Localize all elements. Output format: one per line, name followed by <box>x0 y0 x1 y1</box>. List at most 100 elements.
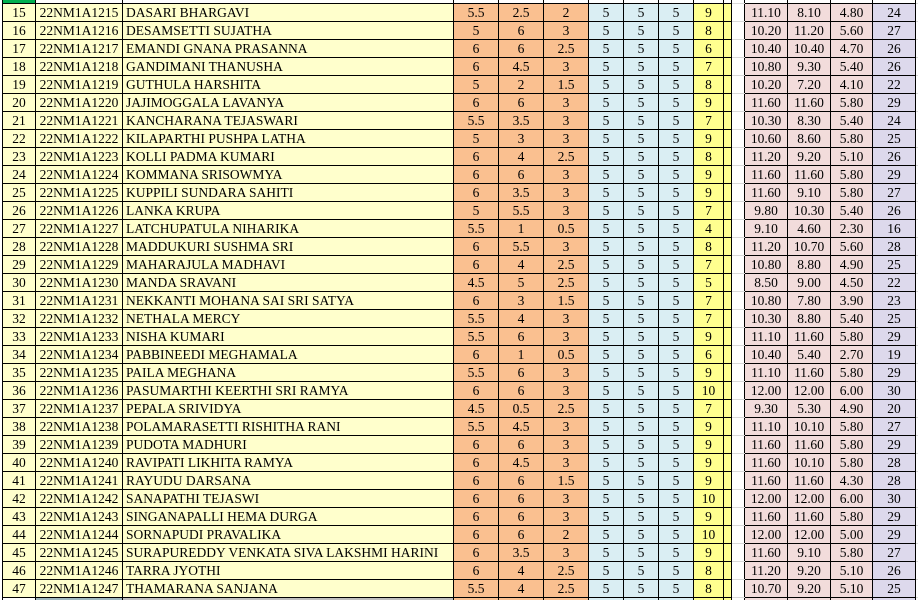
calc-1-cell[interactable]: 8.50 <box>744 273 788 292</box>
quiz-2-cell[interactable]: 5 <box>623 93 659 112</box>
calc-3-cell[interactable]: 4.80 <box>830 3 873 22</box>
student-id-cell[interactable]: 22NM1A1245 <box>35 543 123 562</box>
mark-2-cell[interactable]: 6 <box>498 381 544 400</box>
quiz-3-cell[interactable]: 5 <box>658 147 694 166</box>
score-10-cell[interactable]: 7 <box>693 309 724 328</box>
total-cell[interactable]: 28 <box>872 471 916 490</box>
quiz-1-cell[interactable]: 5 <box>588 111 624 130</box>
student-id-cell[interactable]: 22NM1A1241 <box>35 471 123 490</box>
calc-1-cell[interactable]: 11.10 <box>744 363 788 382</box>
quiz-1-cell[interactable]: 5 <box>588 471 624 490</box>
quiz-1-cell[interactable]: 5 <box>588 435 624 454</box>
mark-1-cell[interactable]: 6 <box>453 93 499 112</box>
quiz-3-cell[interactable]: 5 <box>658 237 694 256</box>
calc-1-cell[interactable]: 11.60 <box>744 165 788 184</box>
quiz-2-cell[interactable]: 5 <box>623 453 659 472</box>
serial-no-cell[interactable]: 42 <box>2 489 36 508</box>
student-id-cell[interactable]: 22NM1A1243 <box>35 507 123 526</box>
student-id-cell[interactable]: 22NM1A1217 <box>35 39 123 58</box>
student-id-cell[interactable]: 22NM1A1230 <box>35 273 123 292</box>
student-name-cell[interactable]: KOLLI PADMA KUMARI <box>122 147 454 166</box>
mark-1-cell[interactable]: 6 <box>453 345 499 364</box>
mark-2-cell[interactable]: 2.5 <box>498 3 544 22</box>
student-name-cell[interactable]: SURAPUREDDY VENKATA SIVA LAKSHMI HARINI <box>122 543 454 562</box>
serial-no-cell[interactable]: 22 <box>2 129 36 148</box>
calc-2-cell[interactable]: 9.10 <box>787 543 831 562</box>
serial-no-cell[interactable]: 39 <box>2 435 36 454</box>
mark-3-cell[interactable]: 3 <box>543 237 589 256</box>
total-cell[interactable]: 29 <box>872 507 916 526</box>
total-cell[interactable]: 25 <box>872 129 916 148</box>
mark-2-cell[interactable]: 6 <box>498 435 544 454</box>
quiz-2-cell[interactable]: 5 <box>623 471 659 490</box>
quiz-2-cell[interactable]: 5 <box>623 237 659 256</box>
calc-3-cell[interactable]: 5.40 <box>830 309 873 328</box>
quiz-1-cell[interactable]: 5 <box>588 327 624 346</box>
calc-3-cell[interactable]: 5.80 <box>830 327 873 346</box>
student-id-cell[interactable]: 22NM1A1219 <box>35 75 123 94</box>
total-cell[interactable]: 29 <box>872 363 916 382</box>
calc-3-cell[interactable]: 4.70 <box>830 39 873 58</box>
score-10-cell[interactable]: 9 <box>693 93 724 112</box>
mark-2-cell[interactable]: 4 <box>498 147 544 166</box>
quiz-1-cell[interactable]: 5 <box>588 237 624 256</box>
calc-1-cell[interactable]: 9.30 <box>744 399 788 418</box>
mark-1-cell[interactable]: 6 <box>453 165 499 184</box>
student-id-cell[interactable]: 22NM1A1224 <box>35 165 123 184</box>
quiz-1-cell[interactable]: 5 <box>588 363 624 382</box>
student-name-cell[interactable]: KANCHARANA TEJASWARI <box>122 111 454 130</box>
student-name-cell[interactable]: PABBINEEDI MEGHAMALA <box>122 345 454 364</box>
score-10-cell[interactable]: 8 <box>693 75 724 94</box>
serial-no-cell[interactable]: 35 <box>2 363 36 382</box>
quiz-2-cell[interactable]: 5 <box>623 255 659 274</box>
mark-1-cell[interactable]: 6 <box>453 471 499 490</box>
quiz-1-cell[interactable]: 5 <box>588 543 624 562</box>
student-name-cell[interactable]: POLAMARASETTI RISHITHA RANI <box>122 417 454 436</box>
score-10-cell[interactable]: 7 <box>693 57 724 76</box>
quiz-1-cell[interactable]: 5 <box>588 129 624 148</box>
serial-no-cell[interactable]: 23 <box>2 147 36 166</box>
quiz-2-cell[interactable]: 5 <box>623 417 659 436</box>
calc-3-cell[interactable]: 5.10 <box>830 579 873 598</box>
serial-no-cell[interactable]: 29 <box>2 255 36 274</box>
quiz-3-cell[interactable]: 5 <box>658 165 694 184</box>
mark-2-cell[interactable]: 6 <box>498 39 544 58</box>
mark-2-cell[interactable]: 4.5 <box>498 57 544 76</box>
quiz-1-cell[interactable]: 5 <box>588 165 624 184</box>
serial-no-cell[interactable]: 36 <box>2 381 36 400</box>
quiz-1-cell[interactable]: 5 <box>588 219 624 238</box>
calc-3-cell[interactable]: 4.10 <box>830 75 873 94</box>
serial-no-cell[interactable]: 37 <box>2 399 36 418</box>
calc-2-cell[interactable]: 9.10 <box>787 183 831 202</box>
score-10-cell[interactable]: 9 <box>693 165 724 184</box>
calc-1-cell[interactable]: 11.60 <box>744 453 788 472</box>
student-id-cell[interactable]: 22NM1A1229 <box>35 255 123 274</box>
calc-1-cell[interactable]: 11.60 <box>744 543 788 562</box>
mark-3-cell[interactable]: 3 <box>543 327 589 346</box>
student-name-cell[interactable]: RAYUDU DARSANA <box>122 471 454 490</box>
quiz-3-cell[interactable]: 5 <box>658 183 694 202</box>
student-id-cell[interactable]: 22NM1A1238 <box>35 417 123 436</box>
calc-1-cell[interactable]: 11.60 <box>744 507 788 526</box>
mark-2-cell[interactable]: 6 <box>498 507 544 526</box>
calc-2-cell[interactable]: 7.20 <box>787 75 831 94</box>
quiz-3-cell[interactable]: 5 <box>658 39 694 58</box>
score-10-cell[interactable]: 7 <box>693 111 724 130</box>
score-10-cell[interactable]: 7 <box>693 399 724 418</box>
quiz-3-cell[interactable]: 5 <box>658 3 694 22</box>
score-10-cell[interactable]: 8 <box>693 237 724 256</box>
serial-no-cell[interactable]: 33 <box>2 327 36 346</box>
quiz-3-cell[interactable]: 5 <box>658 57 694 76</box>
calc-2-cell[interactable]: 9.00 <box>787 273 831 292</box>
quiz-2-cell[interactable]: 5 <box>623 183 659 202</box>
student-id-cell[interactable]: 22NM1A1235 <box>35 363 123 382</box>
mark-3-cell[interactable]: 1.5 <box>543 471 589 490</box>
mark-3-cell[interactable]: 3 <box>543 57 589 76</box>
calc-1-cell[interactable]: 11.20 <box>744 147 788 166</box>
score-10-cell[interactable]: 8 <box>693 561 724 580</box>
quiz-1-cell[interactable]: 5 <box>588 381 624 400</box>
calc-1-cell[interactable]: 11.60 <box>744 435 788 454</box>
mark-3-cell[interactable]: 3 <box>543 543 589 562</box>
score-10-cell[interactable]: 7 <box>693 255 724 274</box>
serial-no-cell[interactable]: 45 <box>2 543 36 562</box>
